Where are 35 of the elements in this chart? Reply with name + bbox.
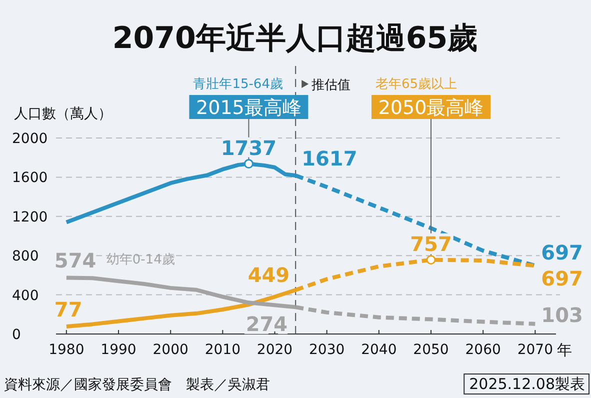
data-label: 77: [54, 297, 82, 322]
series-label: 幼年0-14歲: [106, 252, 175, 268]
x-tick-label: 2070: [517, 342, 553, 358]
data-label: 274: [246, 312, 288, 336]
text: 青壯年15-64歲: [193, 77, 283, 92]
y-tick-label: 2000: [12, 131, 48, 147]
y-tick-label: 1600: [12, 170, 48, 186]
y-tick-label: 0: [12, 327, 21, 343]
x-tick-label: 2010: [204, 342, 240, 358]
annotation: 2015最高峰: [196, 97, 302, 119]
x-tick-label: 2030: [309, 342, 345, 358]
y-tick-label: 1200: [12, 209, 48, 226]
y-axis-title: 人口數（萬人）: [14, 106, 112, 122]
x-tick-label: 2020: [256, 342, 293, 358]
chart-title: 2070年近半人口超過65歲: [112, 21, 478, 56]
source-note: 資料來源／國家發展委員會 製表／吳淑君: [4, 377, 270, 393]
annotation: 2050最高峰: [378, 97, 484, 119]
x-tick-label: 1980: [48, 342, 84, 358]
x-tick-label: 2000: [152, 342, 188, 358]
y-tick-label: 800: [12, 248, 39, 265]
x-tick-label: 2050: [413, 342, 449, 358]
text: 2025.12.08製表: [469, 375, 585, 393]
y-tick-label: 400: [12, 288, 39, 304]
data-label: 697: [541, 240, 583, 265]
ref-line-label: 推估值: [312, 78, 351, 93]
data-label: 103: [541, 302, 583, 327]
data-label: 1617: [302, 146, 358, 171]
data-label: 574: [54, 248, 96, 273]
x-tick-label: 2060: [465, 342, 501, 358]
text: 老年65歲以上: [376, 77, 458, 92]
x-tick-label: 2040: [361, 342, 397, 358]
x-tick-label: 1990: [100, 342, 136, 358]
data-label: 697: [541, 266, 583, 291]
x-axis-title: 年: [557, 341, 572, 359]
data-label: 449: [248, 263, 290, 287]
